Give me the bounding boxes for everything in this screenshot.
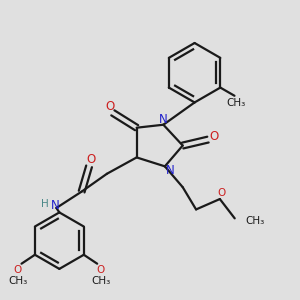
Text: O: O — [14, 265, 22, 275]
Text: O: O — [97, 265, 105, 275]
Text: N: N — [158, 113, 167, 126]
Text: CH₃: CH₃ — [91, 276, 110, 286]
Text: O: O — [217, 188, 226, 198]
Text: O: O — [105, 100, 115, 113]
Text: CH₃: CH₃ — [226, 98, 246, 108]
Text: CH₃: CH₃ — [8, 276, 28, 286]
Text: CH₃: CH₃ — [245, 216, 264, 226]
Text: N: N — [166, 164, 175, 177]
Text: O: O — [210, 130, 219, 143]
Text: N: N — [50, 199, 59, 212]
Text: H: H — [41, 200, 49, 209]
Text: O: O — [86, 153, 95, 166]
